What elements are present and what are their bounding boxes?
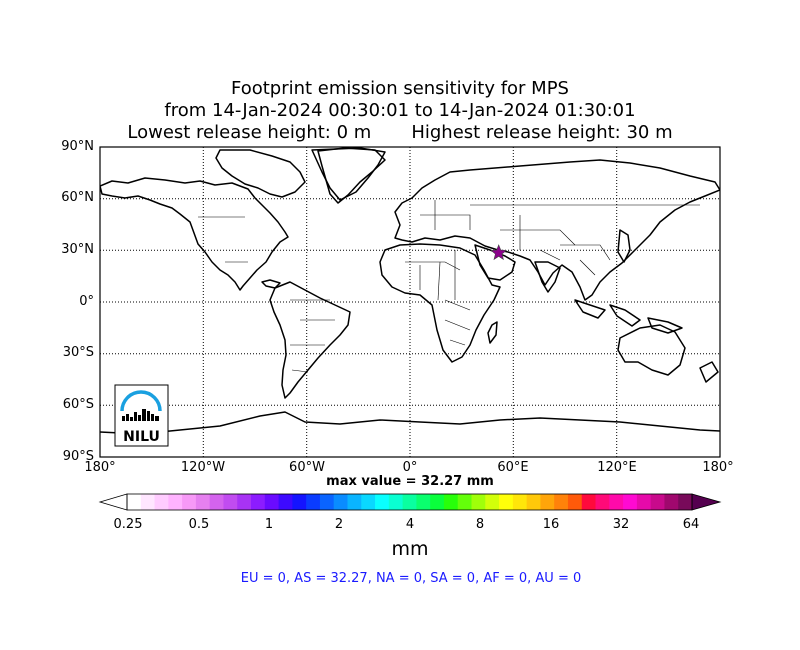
colorbar-swatch xyxy=(443,494,459,510)
colorbar-tick-label: 2 xyxy=(334,517,344,532)
colorbar-tick-label: 32 xyxy=(612,517,630,532)
lat-label-90n: 90°N xyxy=(61,139,94,154)
colorbar-low-extension xyxy=(98,493,128,511)
lat-label-0: 0° xyxy=(79,294,94,309)
colorbar-swatch xyxy=(650,494,666,510)
colorbar-swatch xyxy=(430,494,445,510)
colorbar-swatch xyxy=(636,494,652,510)
colorbar-swatch xyxy=(471,494,486,510)
colorbar-tick-label: 0.25 xyxy=(113,517,143,532)
lon-label-180w: 180° xyxy=(84,460,116,475)
colorbar-swatch xyxy=(127,494,142,510)
colorbar-swatch xyxy=(595,494,610,510)
lat-label-60s: 60°S xyxy=(62,397,94,412)
colorbar-swatch xyxy=(361,494,376,510)
colorbar-frame xyxy=(126,493,693,511)
colorbar-tick-label: 8 xyxy=(475,517,485,532)
colorbar-high-extension xyxy=(691,493,722,511)
lon-label-0: 0° xyxy=(402,460,418,475)
colorbar-swatch xyxy=(306,494,321,510)
colorbar-swatch xyxy=(526,494,542,510)
colorbar-swatch xyxy=(182,494,197,510)
colorbar-swatch xyxy=(540,494,555,510)
max-value-label: max value = 32.27 mm xyxy=(326,474,494,489)
colorbar-swatch xyxy=(581,494,597,510)
colorbar xyxy=(127,494,693,510)
colorbar-swatch xyxy=(402,494,417,510)
colorbar-swatch xyxy=(209,494,225,510)
colorbar-swatch xyxy=(457,494,473,510)
map-title-line-1: Footprint emission sensitivity for MPS xyxy=(231,78,569,99)
colorbar-swatch xyxy=(264,494,280,510)
lat-label-90s: 90°S xyxy=(62,449,94,464)
colorbar-swatch xyxy=(251,494,266,510)
nilu-logo: NILU xyxy=(114,384,169,447)
lat-label-30s: 30°S xyxy=(62,345,94,360)
colorbar-swatch xyxy=(623,494,638,510)
lon-label-180e: 180° xyxy=(702,460,734,475)
colorbar-swatch xyxy=(678,494,693,510)
colorbar-swatch xyxy=(388,494,404,510)
lon-label-60w: 60°W xyxy=(289,460,325,475)
colorbar-swatch xyxy=(292,494,307,510)
colorbar-tick-label: 1 xyxy=(264,517,274,532)
colorbar-swatch xyxy=(278,494,293,510)
colorbar-tick-label: 0.5 xyxy=(188,517,210,532)
lat-label-60n: 60°N xyxy=(61,190,94,205)
map-title-line-2: from 14-Jan-2024 00:30:01 to 14-Jan-2024… xyxy=(164,100,636,121)
colorbar-tick-label: 64 xyxy=(682,517,700,532)
map-frame xyxy=(99,146,721,458)
colorbar-swatch xyxy=(237,494,252,510)
lon-label-60e: 60°E xyxy=(497,460,529,475)
colorbar-swatch xyxy=(416,494,431,510)
colorbar-swatch xyxy=(223,494,238,510)
colorbar-swatch xyxy=(664,494,679,510)
colorbar-swatch xyxy=(375,494,390,510)
colorbar-swatch xyxy=(554,494,569,510)
colorbar-swatch xyxy=(140,494,156,510)
colorbar-swatch xyxy=(333,494,349,510)
map-title-line-3: Lowest release height: 0 m Highest relea… xyxy=(127,122,673,143)
lon-label-120w: 120°W xyxy=(180,460,226,475)
colorbar-tick-label: 16 xyxy=(542,517,560,532)
release-site-star-icon xyxy=(490,244,508,261)
colorbar-swatch xyxy=(609,494,624,510)
colorbar-unit-label: mm xyxy=(391,538,429,560)
country-borders xyxy=(198,200,700,373)
colorbar-swatch xyxy=(485,494,500,510)
colorbar-swatch xyxy=(567,494,583,510)
colorbar-swatch xyxy=(319,494,335,510)
colorbar-swatch xyxy=(512,494,528,510)
colorbar-swatch xyxy=(154,494,169,510)
colorbar-swatch xyxy=(499,494,514,510)
nilu-logo-text: NILU xyxy=(123,429,160,445)
colorbar-swatch xyxy=(168,494,183,510)
lat-label-30n: 30°N xyxy=(61,242,94,257)
regional-totals: EU = 0, AS = 32.27, NA = 0, SA = 0, AF =… xyxy=(240,571,582,586)
colorbar-swatch xyxy=(195,494,211,510)
colorbar-tick-label: 4 xyxy=(405,517,415,532)
colorbar-swatch xyxy=(347,494,362,510)
graticule xyxy=(100,147,720,457)
lon-label-120e: 120°E xyxy=(597,460,637,475)
